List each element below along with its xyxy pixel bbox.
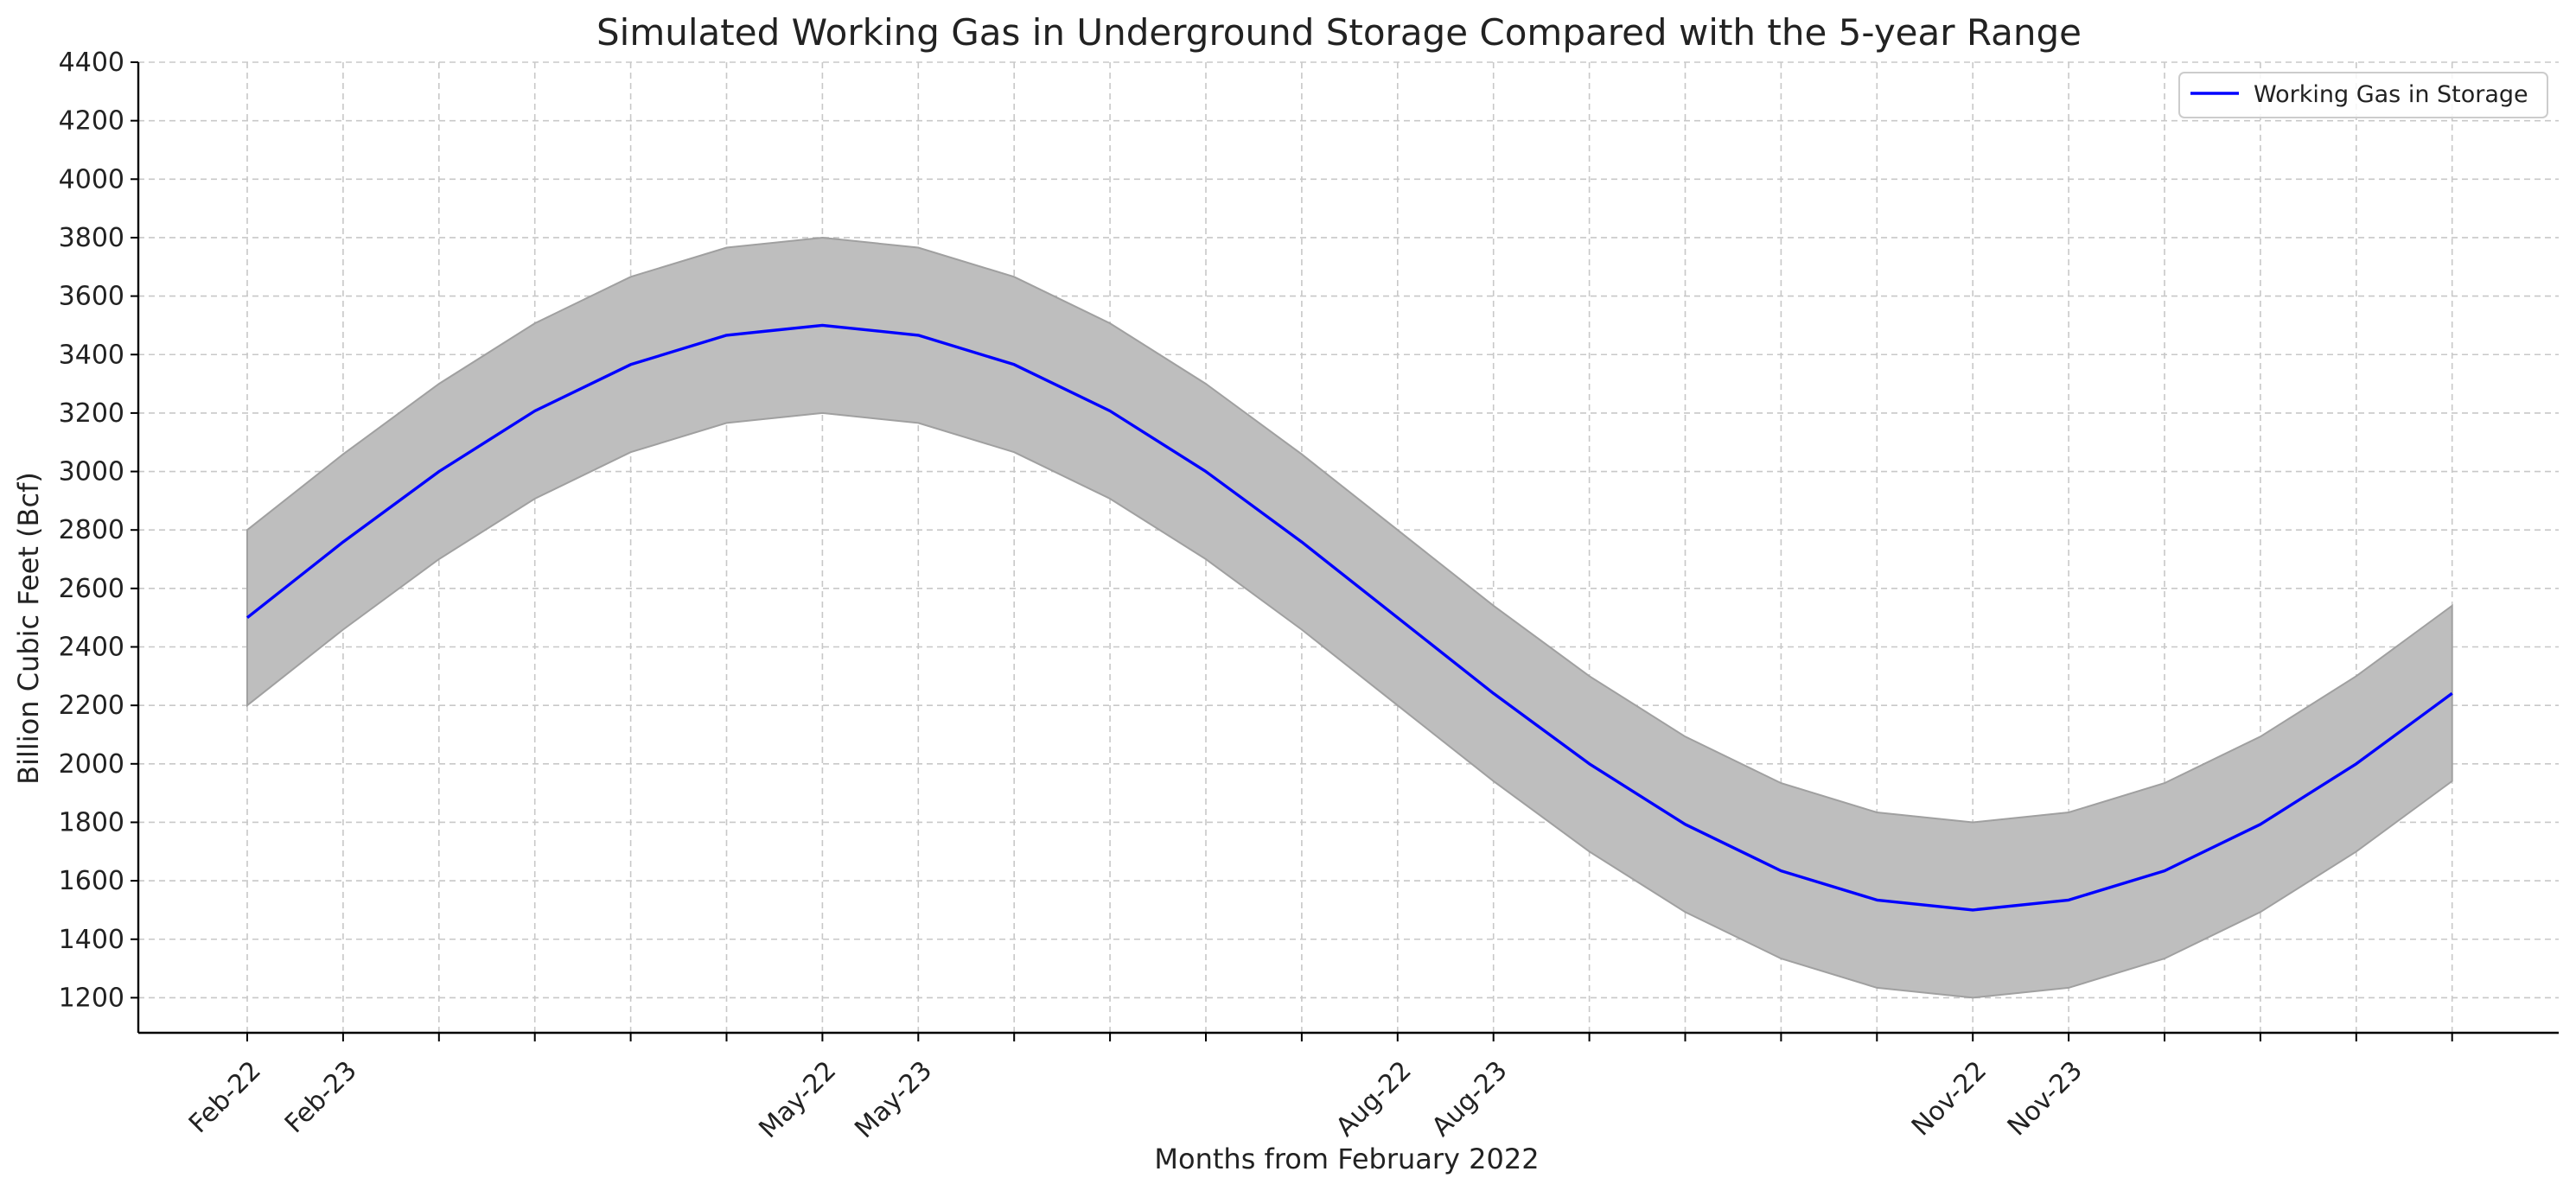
- y-tick-label: 2000: [59, 749, 124, 780]
- axes-layer: [137, 62, 2559, 1035]
- y-tick-label: 3000: [59, 457, 124, 487]
- y-tick-label: 4200: [59, 106, 124, 137]
- y-tick-label: 1600: [59, 866, 124, 896]
- x-tick-label: Aug-23: [1426, 1055, 1514, 1143]
- y-tick-label: 1400: [59, 925, 124, 955]
- legend-box: [2178, 72, 2548, 118]
- legend-label: Working Gas in Storage: [2254, 81, 2528, 108]
- y-tick-label: 3600: [59, 282, 124, 312]
- y-axis-label: Billion Cubic Feet (Bcf): [12, 472, 45, 785]
- series-line: [245, 323, 2453, 912]
- x-tick-label: Feb-23: [279, 1055, 363, 1139]
- y-tick-label: 3400: [59, 340, 124, 370]
- y-tick-label: 4000: [59, 164, 124, 194]
- x-tick-label: Nov-22: [1906, 1055, 1993, 1142]
- y-tick-label: 2200: [59, 691, 124, 721]
- range-band: [246, 236, 2453, 999]
- legend: Working Gas in Storage: [2178, 72, 2548, 118]
- y-tick-label: 3800: [59, 223, 124, 253]
- x-tick-label: Aug-22: [1330, 1055, 1418, 1143]
- x-tick-label: May-23: [849, 1055, 938, 1144]
- x-axis-label: Months from February 2022: [1154, 1143, 1539, 1175]
- x-tick-label: May-22: [753, 1055, 842, 1144]
- series-layer: [245, 323, 2453, 912]
- y-tick-label: 1800: [59, 807, 124, 837]
- range-band-layer: [246, 236, 2453, 999]
- x-tick-label: Feb-22: [183, 1055, 267, 1139]
- y-tick-label: 4400: [59, 48, 124, 78]
- y-tick-label: 3200: [59, 398, 124, 429]
- chart-title: Simulated Working Gas in Underground Sto…: [596, 11, 2082, 54]
- x-tick-label: Nov-23: [2002, 1055, 2088, 1142]
- y-tick-label: 2400: [59, 633, 124, 663]
- y-tick-label: 2800: [59, 515, 124, 545]
- y-tick-label: 2600: [59, 574, 124, 604]
- y-tick-label: 1200: [59, 983, 124, 1013]
